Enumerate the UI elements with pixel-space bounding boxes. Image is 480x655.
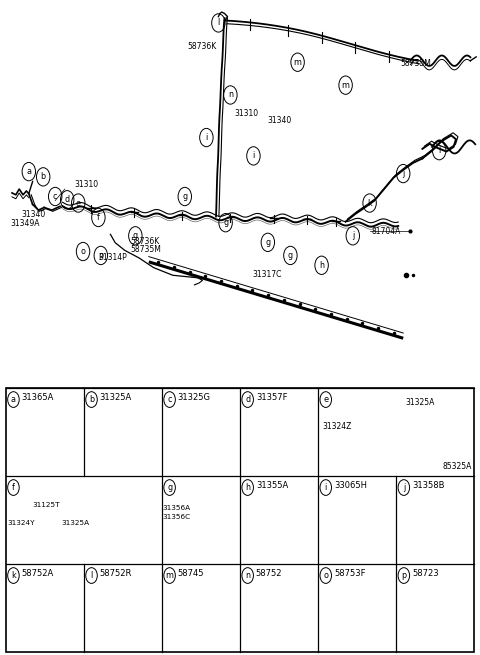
Text: e: e bbox=[323, 395, 328, 404]
Text: c: c bbox=[53, 192, 58, 201]
Text: k: k bbox=[11, 571, 16, 580]
Text: c: c bbox=[168, 395, 172, 404]
Text: l: l bbox=[438, 146, 440, 155]
Text: 31356A: 31356A bbox=[163, 505, 191, 511]
Text: 58753F: 58753F bbox=[334, 569, 365, 578]
Text: 58752: 58752 bbox=[256, 569, 282, 578]
Text: 31310: 31310 bbox=[74, 180, 98, 189]
Text: n: n bbox=[228, 90, 233, 100]
Text: 58752R: 58752R bbox=[100, 569, 132, 578]
Text: 31340: 31340 bbox=[22, 210, 46, 219]
Text: g: g bbox=[133, 231, 138, 240]
Text: b: b bbox=[41, 172, 46, 181]
Text: d: d bbox=[245, 395, 250, 404]
Text: 58752A: 58752A bbox=[22, 569, 54, 578]
Text: 31310: 31310 bbox=[234, 109, 258, 118]
Text: 31325A: 31325A bbox=[100, 393, 132, 402]
Text: 31317C: 31317C bbox=[252, 271, 281, 279]
Text: g: g bbox=[182, 192, 187, 201]
Text: h: h bbox=[319, 261, 324, 270]
Text: d: d bbox=[65, 195, 70, 204]
Text: l: l bbox=[90, 571, 93, 580]
Text: j: j bbox=[402, 169, 404, 178]
Text: 31340: 31340 bbox=[268, 117, 292, 125]
Text: 31365A: 31365A bbox=[22, 393, 54, 402]
Text: 33065H: 33065H bbox=[334, 481, 367, 490]
Text: 81704A: 81704A bbox=[372, 227, 401, 236]
Text: g: g bbox=[223, 218, 228, 227]
Text: b: b bbox=[89, 395, 94, 404]
Text: m: m bbox=[342, 81, 349, 90]
Text: 31356C: 31356C bbox=[163, 514, 191, 520]
Text: 58735M: 58735M bbox=[401, 60, 432, 68]
Text: o: o bbox=[81, 247, 85, 256]
Text: j: j bbox=[403, 483, 405, 492]
Text: f: f bbox=[97, 213, 100, 222]
Text: i: i bbox=[252, 151, 254, 160]
Text: 31125T: 31125T bbox=[32, 502, 60, 508]
Text: 31324Z: 31324Z bbox=[323, 422, 352, 431]
Text: g: g bbox=[288, 251, 293, 260]
Text: 58723: 58723 bbox=[412, 569, 439, 578]
Text: a: a bbox=[26, 167, 31, 176]
Text: f: f bbox=[12, 483, 15, 492]
Text: 31325A: 31325A bbox=[406, 398, 435, 407]
Text: 31355A: 31355A bbox=[256, 481, 288, 490]
Text: k: k bbox=[367, 198, 372, 208]
Text: m: m bbox=[166, 571, 174, 580]
Text: e: e bbox=[76, 198, 81, 208]
Text: 31325G: 31325G bbox=[178, 393, 211, 402]
Text: g: g bbox=[167, 483, 172, 492]
Text: o: o bbox=[323, 571, 328, 580]
Text: n: n bbox=[245, 571, 250, 580]
Text: 58736K: 58736K bbox=[131, 237, 160, 246]
Text: a: a bbox=[11, 395, 16, 404]
Text: g: g bbox=[265, 238, 270, 247]
Text: 31325A: 31325A bbox=[61, 520, 89, 526]
Text: m: m bbox=[294, 58, 301, 67]
Bar bbox=[6, 388, 474, 652]
Text: p: p bbox=[98, 251, 103, 260]
Text: h: h bbox=[245, 483, 250, 492]
Text: 58745: 58745 bbox=[178, 569, 204, 578]
Text: 85325A: 85325A bbox=[443, 462, 472, 470]
Text: 31349A: 31349A bbox=[11, 219, 40, 228]
Text: 58735M: 58735M bbox=[131, 246, 161, 254]
Text: i: i bbox=[205, 133, 207, 142]
Text: 58736K: 58736K bbox=[187, 42, 216, 51]
Text: i: i bbox=[324, 483, 327, 492]
Text: 31357F: 31357F bbox=[256, 393, 288, 402]
Text: 31314P: 31314P bbox=[98, 253, 127, 263]
Text: p: p bbox=[401, 571, 407, 580]
Text: j: j bbox=[352, 231, 354, 240]
Text: 31324Y: 31324Y bbox=[7, 520, 35, 526]
Text: l: l bbox=[217, 18, 219, 28]
Text: 31358B: 31358B bbox=[412, 481, 444, 490]
